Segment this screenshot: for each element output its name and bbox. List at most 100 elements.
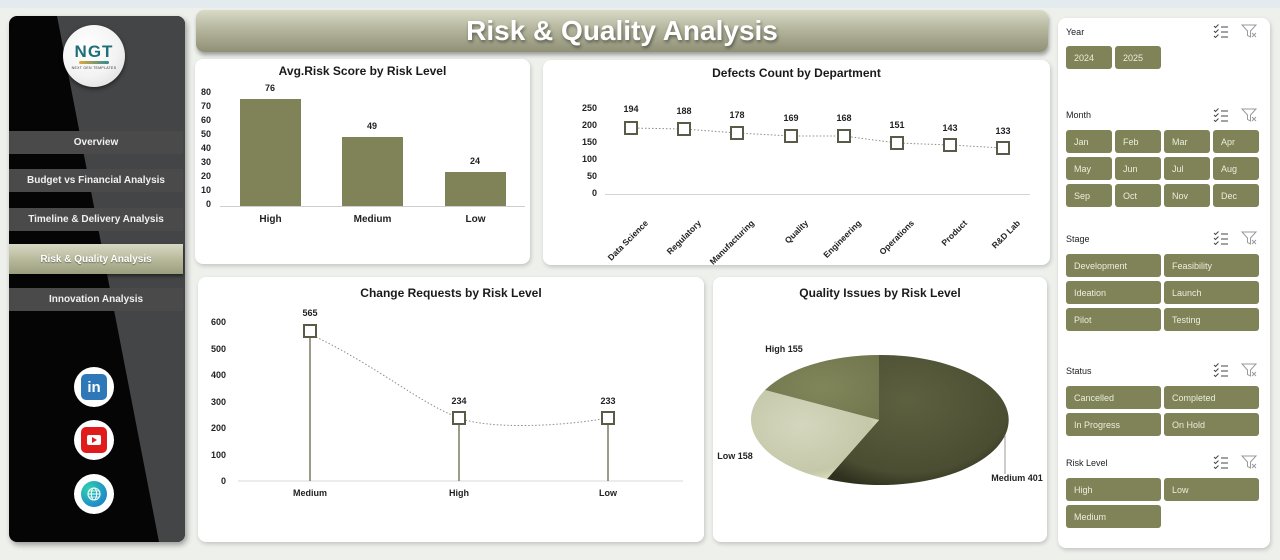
filter-status-completed[interactable]: Completed [1164,386,1259,409]
multi-select-icon[interactable] [1213,24,1229,38]
filter-risk-medium[interactable]: Medium [1066,505,1161,528]
logo: NGT NEXT GEN TEMPLATES [63,25,125,87]
bar-high[interactable] [240,99,301,206]
y-tick: 250 [581,103,597,113]
y-tick: 200 [581,120,597,130]
filter-month-oct[interactable]: Oct [1115,184,1161,207]
filter-status-cancelled[interactable]: Cancelled [1066,386,1161,409]
y-tick: 150 [581,137,597,147]
defects-line-chart [624,121,1010,155]
chart-title: Defects Count by Department [712,66,881,80]
pie-label-high: High 155 [765,344,803,354]
data-label: 76 [264,83,275,93]
slicer-title-month: Month [1066,110,1092,120]
x-label: Low [599,488,617,498]
filter-year-2024[interactable]: 2024 [1066,46,1112,69]
data-label: 194 [623,104,639,114]
filter-stage-feasibility[interactable]: Feasibility [1164,254,1259,277]
website-button[interactable] [74,474,114,514]
filter-month-dec[interactable]: Dec [1213,184,1259,207]
filter-month-sep[interactable]: Sep [1066,184,1112,207]
filter-stage-testing[interactable]: Testing [1164,308,1259,331]
quality-issues-card: Quality Issues by Risk Level High 155 Lo… [713,277,1047,542]
x-axis-line [220,206,525,207]
y-tick: 300 [210,397,226,407]
nav-overview[interactable]: Overview [9,131,183,154]
y-tick: 20 [200,171,211,181]
data-label: 133 [995,126,1011,136]
data-label: 188 [676,106,692,116]
nav-timeline-delivery[interactable]: Timeline & Delivery Analysis [9,208,183,231]
filter-panel: Year 2024 2025 Month Jan Feb Mar Apr May… [1058,18,1270,548]
filter-month-jan[interactable]: Jan [1066,130,1112,153]
y-tick: 60 [200,115,211,125]
page-header: Risk & Quality Analysis [196,10,1048,52]
filter-status-in-progress[interactable]: In Progress [1066,413,1161,436]
filter-month-feb[interactable]: Feb [1115,130,1161,153]
multi-select-icon[interactable] [1213,455,1229,469]
change-requests-chart [238,324,683,482]
sidebar: NGT NEXT GEN TEMPLATES Overview Budget v… [9,16,185,542]
y-tick: 200 [210,423,226,433]
chart-title: Avg.Risk Score by Risk Level [278,64,447,78]
filter-month-aug[interactable]: Aug [1213,157,1259,180]
clear-filter-icon[interactable] [1241,24,1257,38]
data-label: 233 [600,396,616,406]
y-tick: 0 [205,199,211,209]
filter-month-apr[interactable]: Apr [1213,130,1259,153]
y-tick: 600 [210,317,226,327]
multi-select-icon[interactable] [1213,363,1229,377]
data-label: 178 [729,110,745,120]
nav-label: Risk & Quality Analysis [40,253,152,265]
filter-month-may[interactable]: May [1066,157,1112,180]
filter-month-jun[interactable]: Jun [1115,157,1161,180]
y-tick: 40 [200,143,211,153]
clear-filter-icon[interactable] [1241,231,1257,245]
youtube-icon [81,427,107,453]
bar-low[interactable] [445,172,506,206]
multi-select-icon[interactable] [1213,231,1229,245]
change-requests-card: Change Requests by Risk Level 600 500 40… [198,277,704,542]
nav-risk-quality[interactable]: Risk & Quality Analysis [9,244,183,274]
x-axis-line [605,194,1030,195]
clear-filter-icon[interactable] [1241,455,1257,469]
filter-month-mar[interactable]: Mar [1164,130,1210,153]
youtube-play-icon [91,437,97,443]
filter-stage-launch[interactable]: Launch [1164,281,1259,304]
filter-month-jul[interactable]: Jul [1164,157,1210,180]
filter-month-nov[interactable]: Nov [1164,184,1210,207]
y-tick: 30 [200,157,211,167]
y-tick: 0 [591,188,597,198]
pie-label-medium: Medium 401 [991,473,1043,483]
youtube-button[interactable] [74,420,114,460]
filter-status-on-hold[interactable]: On Hold [1164,413,1259,436]
filter-risk-high[interactable]: High [1066,478,1161,501]
filter-stage-pilot[interactable]: Pilot [1066,308,1161,331]
linkedin-button[interactable]: in [74,367,114,407]
filter-stage-ideation[interactable]: Ideation [1066,281,1161,304]
slicer-title-year: Year [1066,27,1085,37]
clear-filter-icon[interactable] [1241,363,1257,377]
bar-medium[interactable] [342,137,403,206]
x-label: Medium [292,488,327,498]
nav-label: Innovation Analysis [48,294,144,305]
nav-label: Budget vs Financial Analysis [26,175,165,186]
y-tick: 0 [220,476,226,486]
data-label: 151 [889,120,905,130]
chart-title: Change Requests by Risk Level [360,286,542,300]
avg-risk-score-card: Avg.Risk Score by Risk Level 80 70 60 50… [195,59,530,264]
globe-svg [87,487,101,501]
multi-select-icon[interactable] [1213,108,1229,122]
y-tick: 10 [200,185,211,195]
logo-subtext: NEXT GEN TEMPLATES [71,65,117,70]
y-tick: 80 [200,87,211,97]
y-tick: 500 [210,344,226,354]
nav-innovation[interactable]: Innovation Analysis [9,288,183,311]
data-label: 234 [451,396,467,406]
filter-risk-low[interactable]: Low [1164,478,1259,501]
clear-filter-icon[interactable] [1241,108,1257,122]
nav-budget-vs-financial[interactable]: Budget vs Financial Analysis [9,169,183,192]
filter-year-2025[interactable]: 2025 [1115,46,1161,69]
slicer-title-status: Status [1066,366,1092,376]
filter-stage-development[interactable]: Development [1066,254,1161,277]
